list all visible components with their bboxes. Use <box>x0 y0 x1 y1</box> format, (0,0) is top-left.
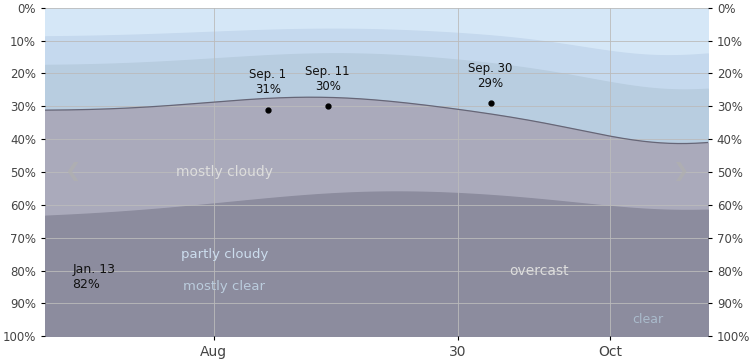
Text: mostly cloudy: mostly cloudy <box>176 165 273 179</box>
Text: Sep. 1
31%: Sep. 1 31% <box>249 68 286 96</box>
Text: Sep. 11
30%: Sep. 11 30% <box>305 65 350 93</box>
Text: Sep. 30
29%: Sep. 30 29% <box>468 62 513 90</box>
Text: partly cloudy: partly cloudy <box>181 248 268 261</box>
Text: overcast: overcast <box>510 264 569 278</box>
Text: clear: clear <box>633 313 663 326</box>
Text: mostly clear: mostly clear <box>184 281 265 294</box>
Text: Jan. 13
82%: Jan. 13 82% <box>72 263 115 291</box>
Text: ❯: ❯ <box>672 163 689 181</box>
Text: ❮: ❮ <box>64 163 81 181</box>
